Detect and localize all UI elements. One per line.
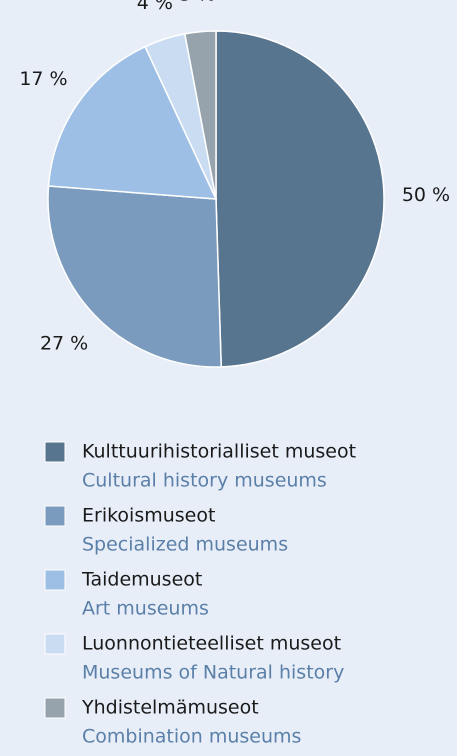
value-label: 17 % (19, 68, 67, 90)
legend-label: Erikoismuseot (82, 505, 215, 527)
pie-slice (215, 30, 385, 368)
legend-swatch (44, 569, 66, 591)
legend-swatch (44, 697, 66, 719)
value-label: 3 % (179, 0, 215, 5)
value-label: 50 % (402, 184, 450, 206)
pie-slice (183, 30, 217, 200)
legend-label: Kulttuurihistorialliset museot (82, 441, 356, 463)
pie-slice (47, 45, 218, 200)
legend-label: Luonnontieteelliset museot (82, 633, 341, 655)
legend-label: Yhdistelmämuseot (81, 697, 259, 719)
value-label: 4 % (137, 0, 173, 14)
legend-label-en: Combination museums (82, 726, 301, 748)
legend-label-en: Cultural history museums (82, 470, 327, 492)
value-label: 27 % (40, 332, 88, 354)
legend-swatch (44, 441, 66, 463)
legend-label: Taidemuseot (81, 569, 202, 591)
legend-label-en: Specialized museums (82, 534, 288, 556)
legend-label-en: Museums of Natural history (82, 662, 344, 684)
legend-swatch (44, 505, 66, 527)
pie-slice (47, 185, 222, 368)
legend-label-en: Art museums (82, 598, 209, 620)
legend-swatch (44, 633, 66, 655)
